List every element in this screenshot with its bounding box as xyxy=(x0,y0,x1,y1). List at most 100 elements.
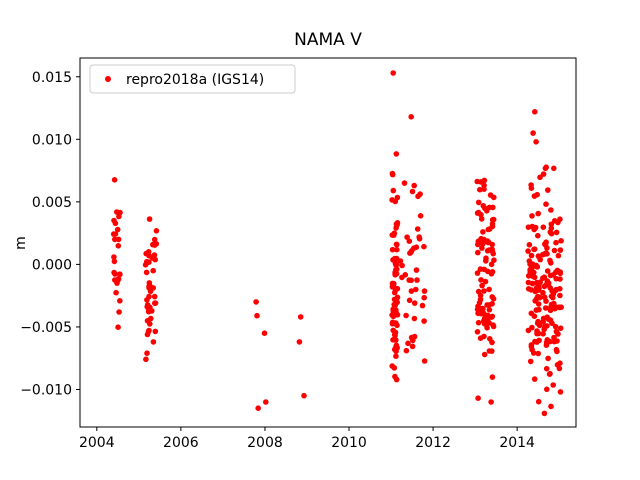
y-tick-label: −0.010 xyxy=(20,382,72,398)
scatter-point xyxy=(543,365,550,372)
scatter-point xyxy=(551,218,558,224)
scatter-point xyxy=(557,269,563,275)
scatter-point xyxy=(533,139,539,145)
scatter-point xyxy=(475,288,482,295)
scatter-point xyxy=(535,287,542,293)
scatter-point xyxy=(414,226,421,232)
scatter-point xyxy=(392,198,399,205)
scatter-point xyxy=(146,280,153,286)
scatter-point xyxy=(481,288,487,294)
scatter-point xyxy=(401,180,408,186)
legend-label: repro2018a (IGS14) xyxy=(126,72,264,88)
scatter-point xyxy=(392,270,398,277)
scatter-point xyxy=(546,371,553,378)
scatter-point xyxy=(407,250,413,256)
scatter-point xyxy=(534,279,540,286)
scatter-point xyxy=(152,300,158,307)
scatter-point xyxy=(390,70,397,76)
scatter-point xyxy=(416,236,423,242)
scatter-point xyxy=(117,298,123,304)
scatter-point xyxy=(529,213,535,219)
scatter-point xyxy=(481,333,487,340)
scatter-point xyxy=(486,247,492,253)
scatter-point xyxy=(541,410,548,417)
scatter-point xyxy=(255,405,261,412)
scatter-point xyxy=(553,229,560,236)
scatter-point xyxy=(530,130,536,136)
scatter-point xyxy=(547,338,553,345)
scatter-point xyxy=(297,314,304,320)
x-tick-label: 2012 xyxy=(415,435,451,451)
scatter-point xyxy=(145,308,152,315)
scatter-point xyxy=(489,301,495,307)
scatter-point xyxy=(475,199,482,206)
y-tick-label: 0.010 xyxy=(32,132,72,148)
scatter-point xyxy=(115,324,121,331)
scatter-point xyxy=(548,221,555,227)
scatter-point xyxy=(557,360,563,367)
scatter-point xyxy=(535,232,541,239)
scatter-point xyxy=(417,213,424,219)
scatter-point xyxy=(144,297,150,303)
scatter-point xyxy=(254,312,260,319)
scatter-point xyxy=(488,261,495,268)
scatter-point xyxy=(525,279,532,286)
scatter-point xyxy=(144,350,150,357)
scatter-point xyxy=(548,403,554,410)
scatter-point xyxy=(151,236,158,243)
scatter-point xyxy=(489,348,495,354)
scatter-point xyxy=(488,399,494,405)
scatter-point xyxy=(534,328,540,334)
scatter-point xyxy=(411,182,418,189)
scatter-point xyxy=(475,241,481,248)
scatter-point xyxy=(397,258,404,264)
scatter-point xyxy=(146,252,152,259)
scatter-point xyxy=(554,338,560,344)
scatter-point xyxy=(552,305,558,312)
scatter-point xyxy=(144,302,151,308)
scatter-point xyxy=(525,224,532,230)
scatter-point xyxy=(543,298,549,305)
scatter-point xyxy=(421,294,428,301)
x-tick-label: 2014 xyxy=(499,435,535,451)
scatter-point xyxy=(253,299,259,305)
scatter-point xyxy=(419,302,426,309)
legend-box xyxy=(89,64,296,94)
scatter-point xyxy=(111,258,118,265)
scatter-point xyxy=(146,216,153,222)
scatter-point xyxy=(531,313,538,320)
scatter-point xyxy=(389,320,396,327)
legend-marker-icon xyxy=(105,76,111,82)
x-tick-label: 2010 xyxy=(331,435,367,451)
scatter-point xyxy=(479,245,485,251)
scatter-point xyxy=(529,280,536,287)
scatter-point xyxy=(527,261,533,268)
scatter-point xyxy=(487,192,494,198)
scatter-point xyxy=(541,326,547,333)
scatter-point xyxy=(486,286,492,293)
scatter-point xyxy=(551,247,558,254)
scatter-point xyxy=(415,193,421,200)
y-axis-ticks: 0.015 0.010 0.005 0.000 −0.005 −0.010 xyxy=(20,70,80,398)
scatter-point xyxy=(484,325,490,331)
x-axis-ticks: 2004 2006 2008 2010 2012 2014 xyxy=(79,427,535,451)
scatter-point xyxy=(421,318,427,324)
scatter-point xyxy=(531,376,538,382)
scatter-point xyxy=(528,287,535,293)
scatter-point xyxy=(421,358,428,364)
scatter-point xyxy=(527,269,533,276)
scatter-point xyxy=(393,261,400,268)
scatter-point xyxy=(530,350,537,356)
scatter-point xyxy=(540,331,546,337)
scatter-point xyxy=(413,267,420,273)
scatter-point xyxy=(111,177,118,183)
scatter-point xyxy=(393,348,399,355)
scatter-point xyxy=(111,254,117,260)
scatter-point xyxy=(480,203,487,209)
scatter-point xyxy=(490,323,497,330)
scatter-point xyxy=(543,342,550,349)
scatter-point xyxy=(553,346,560,353)
scatter-point xyxy=(112,220,119,227)
scatter-point xyxy=(403,347,410,354)
scatter-point xyxy=(478,235,484,242)
